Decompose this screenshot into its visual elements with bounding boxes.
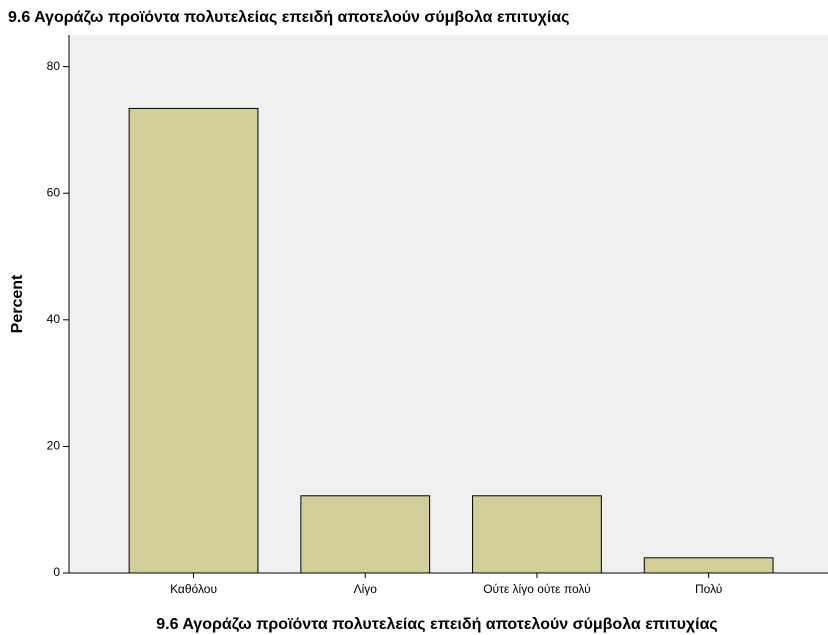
y-tick-label: 40 bbox=[47, 312, 61, 326]
y-tick-label: 80 bbox=[47, 59, 61, 73]
y-tick-label: 0 bbox=[53, 565, 60, 579]
chart-title: 9.6 Αγοράζω προϊόντα πολυτελείας επειδή … bbox=[8, 9, 570, 26]
y-tick-label: 60 bbox=[47, 185, 61, 199]
bar bbox=[300, 495, 431, 574]
x-tick-label: Καθόλου bbox=[170, 582, 217, 596]
y-axis-label: Percent bbox=[9, 274, 26, 333]
bar bbox=[128, 107, 259, 574]
x-tick-label: Πολύ bbox=[695, 582, 722, 596]
y-tick-label: 20 bbox=[47, 439, 61, 453]
bar bbox=[643, 557, 774, 574]
x-tick-label: Λίγο bbox=[354, 582, 378, 596]
x-axis-label: 9.6 Αγοράζω προϊόντα πολυτελείας επειδή … bbox=[156, 616, 718, 633]
x-tick-label: Ούτε λίγο ούτε πολύ bbox=[483, 582, 590, 596]
bar bbox=[472, 495, 602, 574]
